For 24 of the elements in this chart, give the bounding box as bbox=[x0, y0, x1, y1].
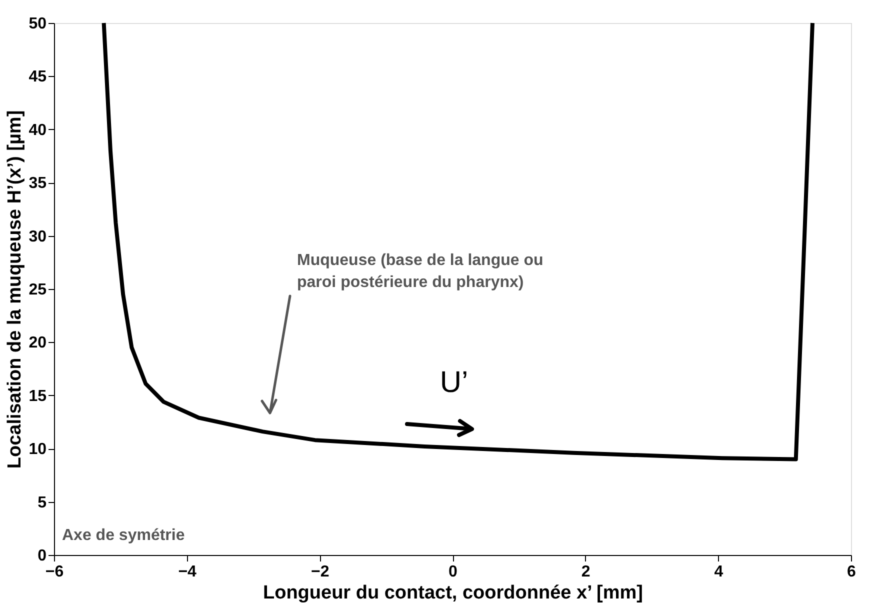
x-tick-label: −4 bbox=[178, 564, 197, 580]
x-tick-label: 0 bbox=[448, 564, 458, 580]
y-tick-label: 25 bbox=[28, 282, 47, 298]
y-tick-label: 50 bbox=[28, 16, 47, 32]
y-axis-title: Localisation de la muqueuse H’(x’) [µm] bbox=[4, 110, 26, 469]
x-tick-label: 4 bbox=[714, 564, 724, 580]
y-tick-label: 10 bbox=[28, 441, 47, 458]
y-tick-label: 30 bbox=[28, 228, 47, 246]
y-tick-label: 20 bbox=[28, 334, 47, 352]
x-tick-label: −6 bbox=[45, 564, 64, 580]
y-tick-label: 40 bbox=[28, 122, 47, 139]
y-tick-label: 0 bbox=[38, 548, 47, 564]
x-tick-label: 6 bbox=[847, 564, 856, 580]
x-axis-title: Longueur du contact, coordonnée x’ [mm] bbox=[262, 582, 644, 604]
y-tick-label: 15 bbox=[28, 388, 47, 405]
x-tick-label: 2 bbox=[581, 564, 590, 580]
annotation: U’ bbox=[440, 366, 468, 399]
line-series bbox=[102, 21, 814, 462]
y-tick-label: 35 bbox=[28, 175, 47, 192]
x-tick-label: −2 bbox=[311, 564, 330, 580]
annotation: Axe de symétrie bbox=[62, 527, 185, 544]
annotation: Muqueuse (base de la langue ou paroi postérieure du pharynx) bbox=[297, 252, 544, 291]
y-tick-label: 45 bbox=[28, 68, 47, 86]
y-tick-label: 5 bbox=[38, 494, 47, 512]
